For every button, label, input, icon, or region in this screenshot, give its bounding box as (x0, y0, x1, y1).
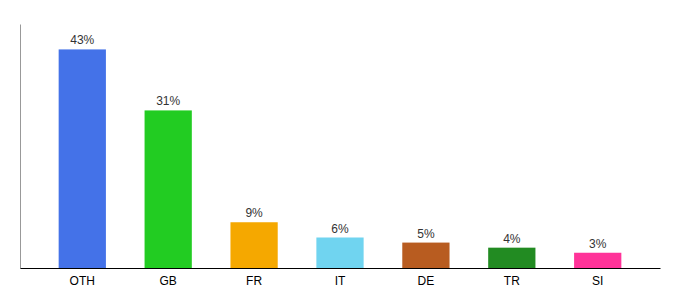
data-label: 5% (417, 227, 435, 241)
x-tick-label: IT (335, 274, 346, 288)
y-axis-line (20, 25, 21, 269)
x-tick-label: TR (504, 274, 520, 288)
x-tick: GB (160, 268, 177, 288)
data-label: 6% (331, 222, 349, 236)
bar (488, 248, 535, 268)
data-label: 4% (503, 232, 521, 246)
bar (230, 222, 277, 268)
x-tick-label: DE (418, 274, 435, 288)
x-tick-label: GB (160, 274, 177, 288)
data-label: 31% (156, 94, 180, 108)
x-axis-line (21, 268, 661, 269)
x-tick: DE (418, 268, 435, 288)
x-tick: TR (504, 268, 520, 288)
x-tick-label: OTH (70, 274, 95, 288)
data-labels: 43% 31% 9% 6% 5% 4% 3% (70, 33, 606, 250)
chart: OTH GB FR IT DE TR SI 43% 31% 9% 6% 5% 4% 3% (0, 0, 680, 300)
x-tick-label: SI (592, 274, 603, 288)
bar (402, 243, 449, 268)
x-tick: FR (246, 268, 262, 288)
x-tick: IT (335, 268, 346, 288)
data-label: 9% (245, 206, 263, 220)
bar (145, 110, 192, 268)
data-label: 43% (70, 33, 94, 47)
bars (59, 49, 622, 268)
y-axis (20, 25, 21, 269)
data-label: 3% (589, 237, 607, 251)
x-tick: OTH (70, 268, 95, 288)
bar (574, 253, 621, 268)
x-tick: SI (592, 268, 603, 288)
plot-area: OTH GB FR IT DE TR SI 43% 31% 9% 6% 5% 4% 3% (21, 25, 661, 288)
x-tick-label: FR (246, 274, 262, 288)
bar (316, 238, 363, 269)
bar (59, 49, 106, 268)
x-axis: OTH GB FR IT DE TR SI (21, 268, 661, 288)
